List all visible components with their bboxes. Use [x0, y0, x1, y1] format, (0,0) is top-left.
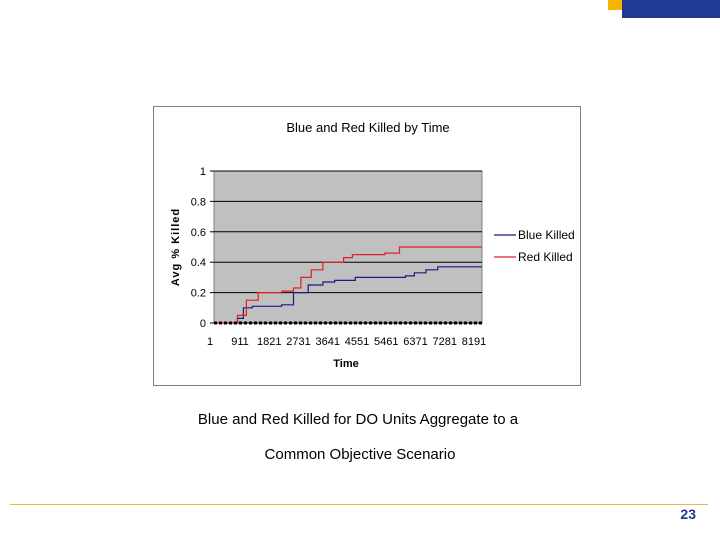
x-tick-label: 8191: [462, 336, 486, 348]
y-tick-label: 0.6: [191, 227, 206, 239]
slide-caption-line-1: Blue and Red Killed for DO Units Aggrega…: [197, 411, 519, 428]
y-tick-label: 1: [200, 166, 206, 178]
page-number: 23: [680, 506, 696, 522]
line-chart: 1 0.8 0.6 0.4 0.2 0 1 911 1821 2731 3641 4551 5461 6…: [170, 120, 579, 370]
legend: Blue Killed Red Killed: [491, 223, 579, 271]
x-tick-label: 6371: [403, 336, 427, 348]
x-tick-label: 4551: [345, 336, 369, 348]
x-tick-label: 5461: [374, 336, 398, 348]
x-tick-label: 3641: [316, 336, 340, 348]
chart-title: Blue and Red Killed by Time: [286, 120, 449, 135]
y-axis-label: Avg % Killed: [170, 208, 182, 286]
corner-accent-orange: [608, 0, 622, 10]
y-tick-label: 0: [200, 318, 206, 330]
legend-entry: Blue Killed: [518, 228, 575, 242]
legend-entry: Red Killed: [518, 250, 573, 264]
chart-frame: 1 0.8 0.6 0.4 0.2 0 1 911 1821 2731 3641 4551 5461 6…: [153, 106, 581, 386]
y-tick-label: 0.4: [191, 257, 206, 269]
y-tick-label: 0.8: [191, 196, 206, 208]
x-tick-label: 1: [207, 336, 213, 348]
x-tick-label: 7281: [433, 336, 457, 348]
corner-accent-blue: [622, 0, 720, 18]
slide-caption-line-2: Common Objective Scenario: [264, 446, 456, 463]
legend-box: [491, 223, 579, 271]
footer-divider: [10, 504, 708, 505]
series-line-2: [214, 246, 482, 324]
y-tick-label: 0.2: [191, 288, 206, 300]
x-tick-label: 2731: [286, 336, 310, 348]
x-tick-label: 1821: [257, 336, 281, 348]
x-tick-label: 911: [231, 336, 249, 348]
x-axis-label: Time: [333, 358, 358, 370]
series-line-1: [214, 266, 482, 324]
